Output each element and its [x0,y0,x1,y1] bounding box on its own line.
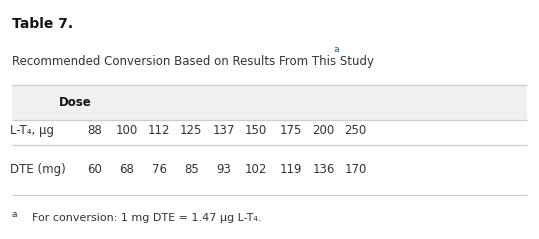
Text: a: a [333,45,338,54]
Text: 125: 125 [180,124,203,137]
Text: 112: 112 [148,124,170,137]
Text: 85: 85 [184,163,199,176]
Text: a: a [12,210,17,219]
Text: DTE (mg): DTE (mg) [10,163,65,176]
Text: 170: 170 [344,163,367,176]
Text: 137: 137 [212,124,235,137]
Text: 93: 93 [216,163,231,176]
Text: 68: 68 [119,163,134,176]
Text: L-T₄, μg: L-T₄, μg [10,124,54,137]
Bar [12,85,527,120]
Text: 200: 200 [312,124,335,137]
Text: 76: 76 [151,163,167,176]
Text: 150: 150 [245,124,267,137]
Text: Dose: Dose [59,96,92,109]
Text: 175: 175 [280,124,302,137]
Text: 88: 88 [87,124,102,137]
Text: 119: 119 [280,163,302,176]
Text: 102: 102 [245,163,267,176]
Text: Table 7.: Table 7. [12,17,73,31]
Text: Recommended Conversion Based on Results From This Study: Recommended Conversion Based on Results … [12,55,374,68]
Text: 250: 250 [344,124,367,137]
Text: 100: 100 [115,124,138,137]
Text: 136: 136 [312,163,335,176]
Text: 60: 60 [87,163,102,176]
Text: For conversion: 1 mg DTE = 1.47 μg L-T₄.: For conversion: 1 mg DTE = 1.47 μg L-T₄. [32,213,262,223]
